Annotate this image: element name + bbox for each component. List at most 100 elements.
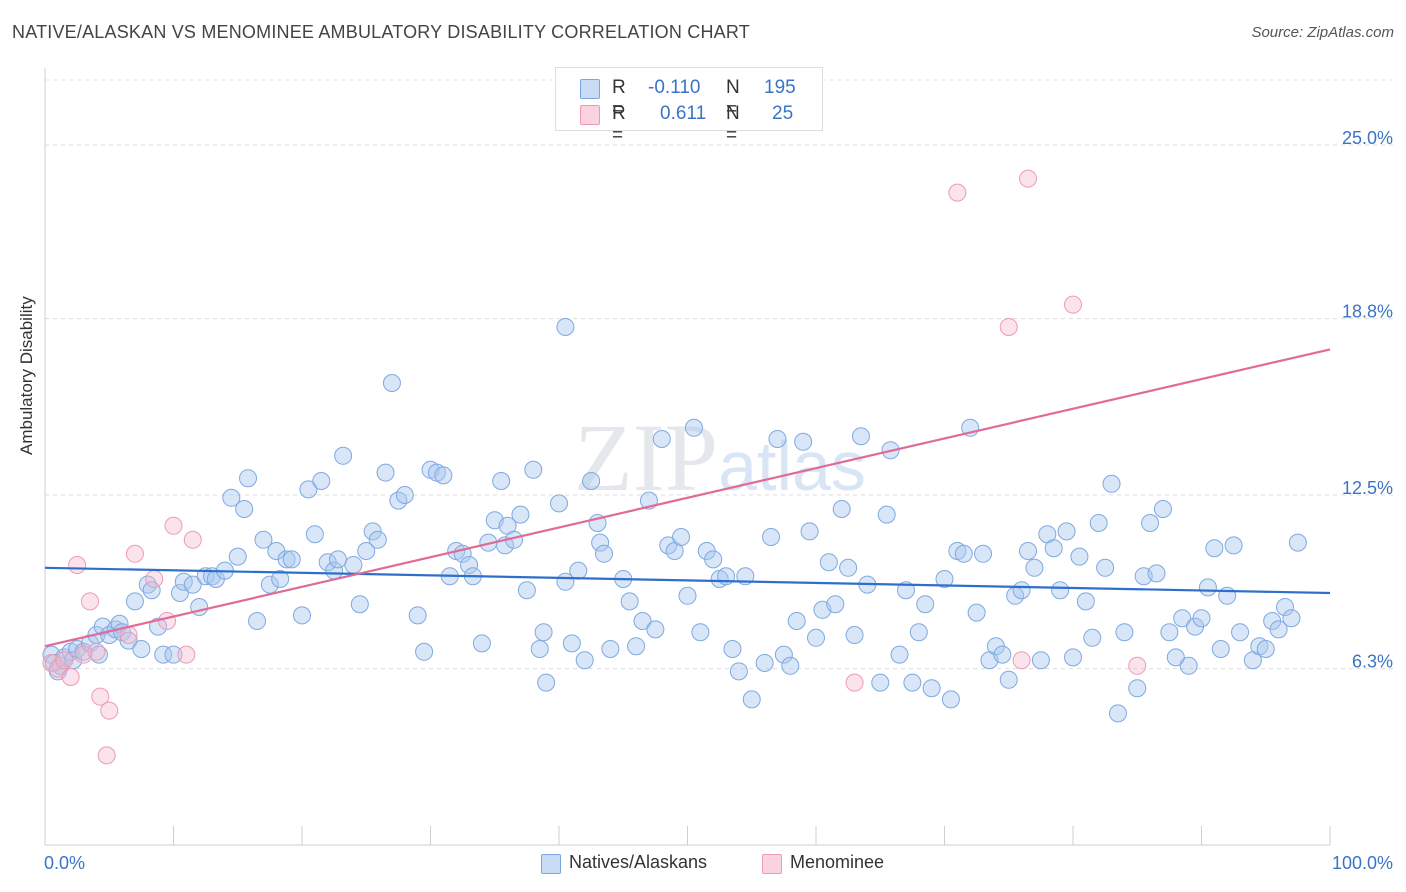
native-point — [877, 505, 896, 524]
native-point — [164, 645, 183, 664]
legend-swatch-natives — [541, 854, 561, 874]
native-point — [633, 612, 652, 630]
menominee-point — [145, 570, 164, 588]
native-point — [601, 640, 620, 658]
native-point — [363, 522, 382, 541]
native-point — [1064, 648, 1082, 667]
menominee-point — [1012, 651, 1031, 670]
r-label: R = — [612, 103, 626, 146]
native-point — [1153, 500, 1172, 518]
native-point — [408, 606, 427, 625]
native-point — [974, 544, 993, 563]
n-label: N = — [726, 103, 740, 146]
y-tick-label: 25.0% — [1342, 128, 1393, 148]
menominee-point — [80, 592, 99, 611]
native-point — [1160, 623, 1179, 642]
native-point — [1192, 609, 1211, 628]
chart-title: NATIVE/ALASKAN VS MENOMINEE AMBULATORY D… — [12, 22, 750, 42]
menominee-point — [125, 544, 144, 563]
native-point — [382, 374, 401, 392]
native-point — [1231, 623, 1250, 642]
native-point — [678, 586, 697, 605]
native-point — [1276, 598, 1295, 616]
menominee-point — [1128, 656, 1147, 675]
menominee-point — [1064, 295, 1082, 314]
native-point — [239, 469, 258, 488]
native-point — [1031, 651, 1050, 670]
native-point — [312, 472, 331, 490]
native-point — [368, 530, 387, 549]
native-point — [1115, 623, 1134, 642]
native-point — [1205, 539, 1224, 558]
menominee-point — [100, 701, 119, 720]
native-point — [768, 430, 787, 448]
native-point — [235, 500, 254, 518]
native-point — [851, 427, 870, 446]
menominee-point — [845, 673, 864, 692]
watermark-zip: ZIP — [574, 404, 718, 511]
native-point — [1019, 542, 1038, 560]
y-axis-label: Ambulatory Disability — [17, 296, 36, 455]
native-point — [376, 463, 395, 482]
menominee-point — [68, 556, 87, 574]
menominee-point — [97, 746, 116, 765]
native-point — [1025, 558, 1044, 577]
native-point — [328, 550, 347, 569]
legend-label-menominee: Menominee — [790, 852, 885, 872]
native-point — [1051, 581, 1070, 600]
x-tick-label: 0.0% — [44, 853, 85, 873]
native-point — [762, 528, 781, 546]
native-point — [916, 595, 935, 614]
x-tick-label: 100.0% — [1332, 853, 1393, 873]
native-point — [594, 544, 613, 563]
native-point — [534, 623, 553, 642]
native-point — [569, 561, 588, 580]
legend-swatch-menominee — [762, 854, 782, 874]
native-point — [582, 472, 601, 490]
native-point — [922, 679, 941, 698]
legend-swatch-natives — [580, 79, 600, 99]
native-point — [415, 642, 434, 661]
axes — [44, 68, 1331, 846]
y-tick-label: 12.5% — [1342, 478, 1393, 498]
native-point — [723, 640, 742, 658]
native-point — [1269, 620, 1288, 639]
native-point — [1147, 564, 1166, 583]
native-point — [1089, 514, 1108, 532]
menominee-point — [61, 668, 80, 686]
native-point — [271, 570, 290, 588]
native-point — [149, 617, 168, 636]
native-point — [530, 640, 549, 658]
native-point — [550, 494, 568, 513]
menominee-point — [177, 645, 196, 664]
native-point — [537, 673, 556, 692]
native-point — [562, 634, 581, 653]
y-tick-label: 6.3% — [1352, 652, 1393, 672]
native-point — [293, 606, 311, 625]
native-point — [260, 575, 279, 594]
native-point — [1198, 578, 1217, 597]
menominee-point — [1019, 169, 1038, 188]
menominee-point — [999, 318, 1018, 336]
native-point — [704, 550, 723, 569]
native-point — [1179, 656, 1198, 675]
native-point — [1096, 558, 1115, 577]
native-point — [800, 522, 819, 541]
native-point — [1128, 679, 1147, 698]
native-point — [1282, 609, 1301, 628]
native-point — [511, 505, 530, 524]
native-point — [742, 690, 761, 709]
y-tick-label: 18.8% — [1342, 302, 1393, 322]
native-point — [1211, 640, 1230, 658]
native-point — [832, 500, 851, 518]
native-point — [556, 318, 575, 336]
native-point — [941, 690, 960, 709]
native-point — [935, 570, 954, 588]
menominee-point — [91, 687, 110, 706]
native-point — [344, 556, 363, 574]
native-point — [1083, 628, 1102, 647]
native-point — [627, 637, 646, 656]
native-point — [305, 525, 324, 544]
native-point — [620, 592, 639, 611]
menominee-point — [158, 612, 177, 630]
